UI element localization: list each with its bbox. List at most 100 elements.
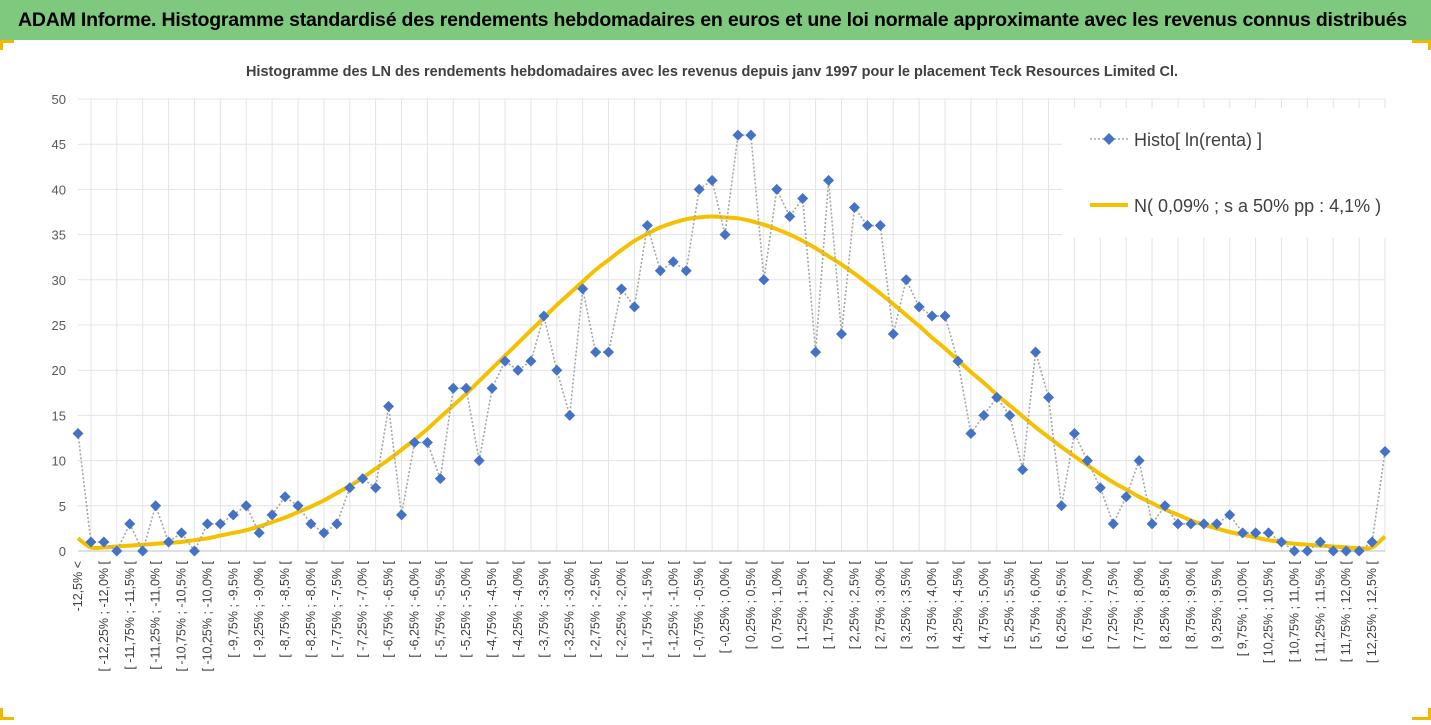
histo-point <box>693 183 705 195</box>
y-tick-label: 50 <box>52 92 66 107</box>
normal-curve-line <box>76 214 1387 551</box>
histo-point <box>628 301 640 313</box>
histo-point <box>810 346 822 358</box>
y-tick-label: 5 <box>59 499 66 514</box>
histogram-series-layer <box>72 129 1391 557</box>
histo-point <box>603 346 615 358</box>
histo-point <box>1275 536 1287 548</box>
histo-point <box>745 129 757 141</box>
x-tick-label: [ -7,75% ; -7,5% [ <box>330 560 344 657</box>
x-tick-label: [ 0,75% ; 1,0% [ <box>770 560 784 649</box>
histo-point <box>1107 518 1119 530</box>
histo-point <box>1017 464 1029 476</box>
histo-point <box>784 211 796 223</box>
histo-point <box>1004 409 1016 421</box>
x-tick-label: -12,5% < <box>71 561 85 611</box>
histo-point <box>1263 527 1275 539</box>
histo-point <box>421 437 433 449</box>
x-tick-label: [ 11,75% ; 12,0% [ <box>1339 560 1353 662</box>
legend-background <box>1062 108 1417 238</box>
x-tick-label: [ -11,25% ; -11,0% [ <box>149 560 163 669</box>
histo-point <box>835 328 847 340</box>
x-tick-label: [ 2,25% ; 2,5% [ <box>847 560 861 649</box>
histo-point <box>396 509 408 521</box>
histo-point <box>874 220 886 232</box>
histo-point <box>163 536 175 548</box>
x-tick-label: [ 3,25% ; 3,5% [ <box>899 560 913 649</box>
histo-point <box>913 301 925 313</box>
histo-point <box>318 527 330 539</box>
histo-point <box>978 409 990 421</box>
x-tick-label: [ 1,75% ; 2,0% [ <box>822 560 836 649</box>
histo-point <box>434 473 446 485</box>
histo-point <box>797 192 809 204</box>
x-tick-label: [ -3,25% ; -3,0% [ <box>563 560 577 657</box>
report-title: ADAM Informe. Histogramme standardisé de… <box>18 8 1408 31</box>
y-tick-label: 30 <box>52 273 66 288</box>
histo-point <box>1133 455 1145 467</box>
histo-point <box>1327 545 1339 557</box>
x-tick-label: [ -8,75% ; -8,5% [ <box>278 560 292 657</box>
histo-point <box>1314 536 1326 548</box>
y-tick-label: 0 <box>59 544 66 559</box>
histo-point <box>1340 545 1352 557</box>
x-tick-label: [ 4,25% ; 4,5% [ <box>951 560 965 649</box>
chart-legend: Histo[ ln(renta) ] N( 0,09% ; s a 50% pp… <box>1062 108 1417 238</box>
x-tick-label: [ -10,25% ; -10,0% [ <box>200 560 214 671</box>
legend-normal-label: N( 0,09% ; s a 50% pp : 4,1% ) <box>1134 196 1381 216</box>
x-tick-label: [ 7,25% ; 7,5% [ <box>1106 560 1120 649</box>
x-tick-label: [ -2,25% ; -2,0% [ <box>615 560 629 657</box>
report-banner: ADAM Informe. Histogramme standardisé de… <box>0 0 1431 40</box>
histo-point <box>1055 500 1067 512</box>
x-tick-label: [ -5,25% ; -5,0% [ <box>459 560 473 657</box>
x-tick-label: [ -10,75% ; -10,5% [ <box>175 560 189 671</box>
histo-point <box>201 518 213 530</box>
histo-point <box>98 536 110 548</box>
x-tick-label: [ 3,75% ; 4,0% [ <box>925 560 939 649</box>
histo-point <box>227 509 239 521</box>
histo-point <box>1301 545 1313 557</box>
histo-point <box>111 545 123 557</box>
x-tick-label: [ 4,75% ; 5,0% [ <box>977 560 991 649</box>
histo-point <box>460 382 472 394</box>
x-tick-label: [ -9,25% ; -9,0% [ <box>252 560 266 657</box>
histo-point <box>926 310 938 322</box>
histo-point <box>447 382 459 394</box>
x-tick-label: [ -0,25% ; 0,0% [ <box>718 560 732 653</box>
x-tick-label: [ 8,25% ; 8,5% [ <box>1158 560 1172 649</box>
histo-point <box>72 427 84 439</box>
histo-point <box>473 455 485 467</box>
histo-point <box>1224 509 1236 521</box>
histo-point <box>732 129 744 141</box>
histo-point <box>499 355 511 367</box>
x-tick-label: [ 1,25% ; 1,5% [ <box>796 560 810 649</box>
histo-point <box>214 518 226 530</box>
histo-point <box>641 220 653 232</box>
y-tick-label: 10 <box>52 454 66 469</box>
histo-point <box>1043 391 1055 403</box>
histo-point <box>1366 536 1378 548</box>
histo-point <box>240 500 252 512</box>
histo-point <box>1030 346 1042 358</box>
histo-point <box>719 229 731 241</box>
histo-point <box>370 482 382 494</box>
normal-curve-layer <box>76 214 1387 551</box>
x-tick-label: [ 8,75% ; 9,0% [ <box>1184 560 1198 649</box>
histo-point <box>861 220 873 232</box>
histo-point <box>551 364 563 376</box>
y-tick-label: 45 <box>52 137 66 152</box>
histo-point <box>654 265 666 277</box>
x-tick-label: [ -0,75% ; -0,5% [ <box>692 560 706 657</box>
x-tick-label: [ -4,75% ; -4,5% [ <box>485 560 499 657</box>
corner-accent-bottom-right-v <box>1428 708 1431 720</box>
y-tick-label: 35 <box>52 228 66 243</box>
histo-point <box>616 283 628 295</box>
x-tick-label: [ -12,25% ; -12,0% [ <box>97 560 111 671</box>
histo-point <box>1379 446 1391 458</box>
legend-histo-label: Histo[ ln(renta) ] <box>1134 130 1262 150</box>
x-tick-label: [ 9,25% ; 9,5% [ <box>1210 560 1224 649</box>
histo-point <box>1237 527 1249 539</box>
histo-point <box>486 382 498 394</box>
histo-point <box>965 427 977 439</box>
x-tick-label: [ 10,25% ; 10,5% [ <box>1262 560 1276 663</box>
